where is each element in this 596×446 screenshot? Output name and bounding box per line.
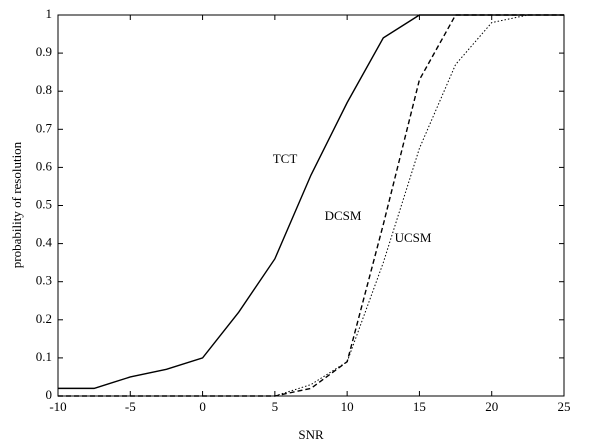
y-tick-label: 1 [46,6,53,21]
y-axis-label: probability of resolution [9,141,24,268]
plot-frame [57,14,565,397]
y-tick-label: 0.5 [36,196,52,211]
x-tick-label: 5 [272,399,279,414]
y-tick-label: 0.9 [36,44,52,59]
y-tick-label: 0 [46,387,53,402]
series-line [58,14,564,397]
series-line [58,14,564,390]
x-tick-label: 25 [558,399,571,414]
x-tick-label: 10 [341,399,354,414]
y-tick-label: 0.1 [36,349,52,364]
y-tick-label: 0.4 [36,235,53,250]
x-tick-label: -10 [49,399,66,414]
y-tick-label: 0.2 [36,311,52,326]
x-axis-label: SNR [298,427,324,442]
x-tick-label: 20 [485,399,498,414]
x-tick-label: 15 [413,399,426,414]
y-tick-label: 0.6 [36,158,53,173]
y-tick-label: 0.8 [36,82,52,97]
y-tick-label: 0.7 [36,120,53,135]
series-label: TCT [273,151,298,166]
series-label: UCSM [395,230,432,245]
series-label: DCSM [325,208,362,223]
x-tick-label: -5 [125,399,136,414]
x-tick-label: 0 [199,399,206,414]
series-line [58,14,564,397]
y-tick-label: 0.3 [36,273,52,288]
